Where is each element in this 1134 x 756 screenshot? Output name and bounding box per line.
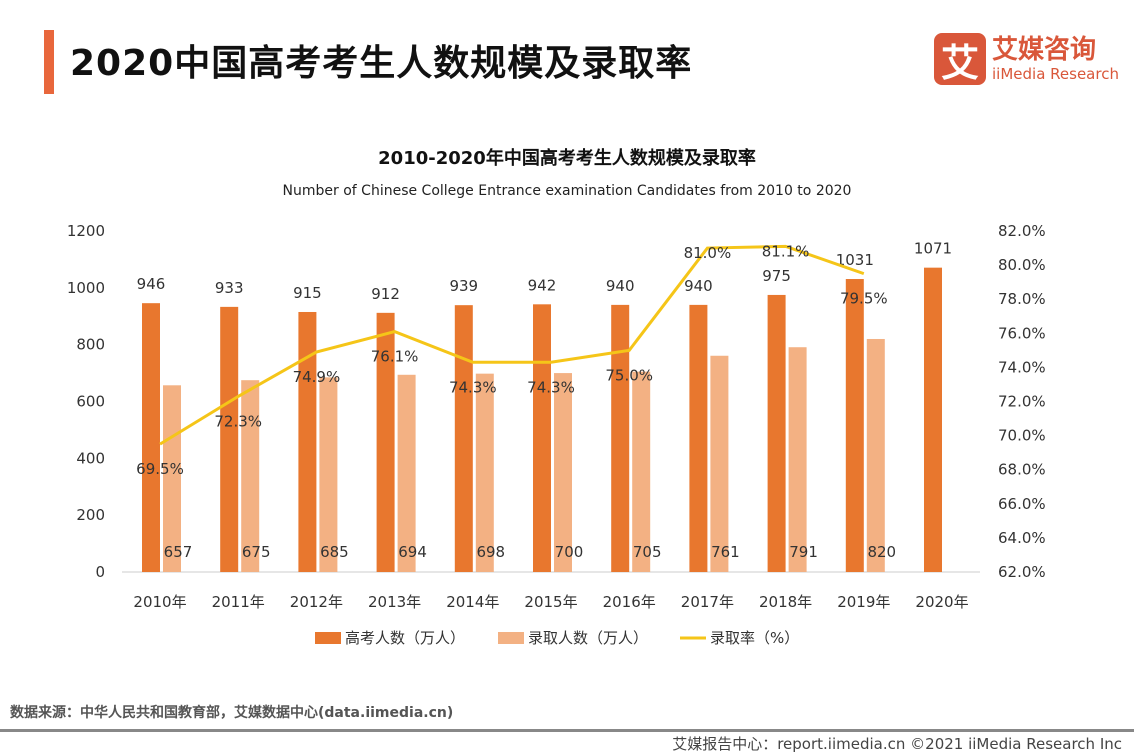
title-accent-bar	[44, 30, 54, 94]
y-right-tick: 66.0%	[998, 495, 1046, 513]
bar-candidates	[689, 304, 708, 572]
bar-admitted	[788, 347, 807, 572]
y-right-tick: 64.0%	[998, 529, 1046, 547]
legend-label: 录取率（%）	[710, 629, 799, 647]
bar-candidates	[533, 304, 551, 572]
bar-candidates	[924, 267, 942, 572]
label-candidates: 1031	[836, 251, 874, 269]
label-admitted: 698	[476, 543, 505, 561]
y-right-tick: 62.0%	[998, 563, 1046, 581]
label-rate: 76.1%	[371, 348, 419, 366]
label-rate: 72.3%	[214, 412, 262, 430]
label-candidates: 942	[528, 276, 557, 294]
label-candidates: 946	[137, 275, 166, 293]
bar-candidates	[376, 312, 395, 572]
label-candidates: 1071	[914, 240, 952, 258]
y-right-tick: 68.0%	[998, 461, 1046, 479]
x-tick: 2018年	[759, 593, 812, 611]
bar-candidates	[298, 311, 317, 572]
bar-admitted	[866, 338, 885, 572]
y-left-tick: 800	[76, 336, 105, 354]
label-candidates: 933	[215, 279, 244, 297]
label-candidates: 912	[371, 285, 400, 303]
logo-en: iiMedia Research	[992, 65, 1119, 83]
y-left-tick: 200	[76, 506, 105, 524]
bar-candidates	[142, 303, 160, 572]
x-tick: 2010年	[133, 593, 186, 611]
y-right-tick: 80.0%	[998, 256, 1046, 274]
label-rate: 69.5%	[136, 460, 184, 478]
x-tick: 2017年	[681, 593, 734, 611]
label-admitted: 675	[242, 543, 271, 561]
bar-admitted	[632, 371, 651, 572]
x-tick: 2013年	[368, 593, 421, 611]
legend-swatch	[498, 632, 524, 644]
x-tick: 2019年	[837, 593, 890, 611]
y-right-tick: 82.0%	[998, 222, 1046, 240]
y-right-tick: 74.0%	[998, 358, 1046, 376]
y-left-tick: 1200	[67, 222, 105, 240]
label-candidates: 975	[762, 267, 791, 285]
x-tick: 2015年	[524, 593, 577, 611]
label-rate: 81.0%	[684, 244, 732, 262]
label-admitted: 705	[633, 543, 662, 561]
label-rate: 79.5%	[840, 290, 888, 308]
label-admitted: 820	[867, 543, 896, 561]
bar-candidates	[220, 306, 239, 572]
x-tick: 2020年	[915, 593, 968, 611]
label-candidates: 939	[449, 277, 478, 295]
chart-subtitle: Number of Chinese College Entrance exami…	[283, 183, 852, 199]
label-rate: 74.3%	[527, 378, 575, 396]
label-candidates: 915	[293, 284, 322, 302]
x-tick: 2014年	[446, 593, 499, 611]
bar-candidates	[845, 279, 864, 572]
bar-admitted	[710, 355, 729, 572]
label-rate: 74.3%	[449, 378, 497, 396]
legend-label: 录取人数（万人）	[528, 629, 648, 647]
label-rate: 74.9%	[293, 368, 341, 386]
logo: 艾 艾媒咨询 iiMedia Research	[934, 33, 1119, 85]
y-left-tick: 0	[95, 563, 105, 581]
legend-swatch	[315, 632, 341, 644]
page-title: 2020中国高考考生人数规模及录取率	[70, 43, 693, 84]
bar-admitted	[475, 373, 494, 572]
y-left-tick: 1000	[67, 279, 105, 297]
y-left-tick: 600	[76, 393, 105, 411]
data-source: 数据来源：中华人民共和国教育部，艾媒数据中心(data.iimedia.cn)	[10, 705, 454, 721]
label-admitted: 694	[398, 543, 427, 561]
bar-admitted	[319, 377, 338, 572]
logo-icon: 艾	[934, 33, 986, 85]
bar-candidates	[767, 294, 786, 572]
bar-candidates	[454, 305, 473, 572]
label-admitted: 791	[789, 543, 818, 561]
bar-admitted	[163, 385, 181, 572]
label-rate: 81.1%	[762, 242, 810, 260]
label-admitted: 761	[711, 543, 740, 561]
label-candidates: 940	[606, 277, 635, 295]
bar-admitted	[241, 380, 260, 572]
label-admitted: 685	[320, 543, 349, 561]
y-right-tick: 78.0%	[998, 290, 1046, 308]
bar-admitted	[554, 373, 572, 572]
line-rate	[159, 244, 865, 446]
logo-cn: 艾媒咨询	[992, 35, 1097, 65]
label-admitted: 700	[555, 543, 584, 561]
bar-admitted	[397, 374, 416, 572]
y-right-tick: 72.0%	[998, 393, 1046, 411]
label-admitted: 657	[164, 543, 193, 561]
label-rate: 75.0%	[605, 366, 653, 384]
bar-candidates	[611, 304, 630, 572]
x-tick: 2011年	[212, 593, 265, 611]
x-tick: 2016年	[603, 593, 656, 611]
chart: 2010-2020年中国高考考生人数规模及录取率 Number of Chines…	[67, 147, 1046, 647]
legend-label: 高考人数（万人）	[345, 629, 465, 647]
label-candidates: 940	[684, 277, 713, 295]
y-right-tick: 76.0%	[998, 324, 1046, 342]
chart-title: 2010-2020年中国高考考生人数规模及录取率	[378, 147, 756, 169]
footer-credit: 艾媒报告中心：report.iimedia.cn ©2021 iiMedia R…	[672, 735, 1122, 753]
y-right-tick: 70.0%	[998, 427, 1046, 445]
x-tick: 2012年	[290, 593, 343, 611]
y-left-tick: 400	[76, 449, 105, 467]
footer-divider	[0, 729, 1134, 732]
